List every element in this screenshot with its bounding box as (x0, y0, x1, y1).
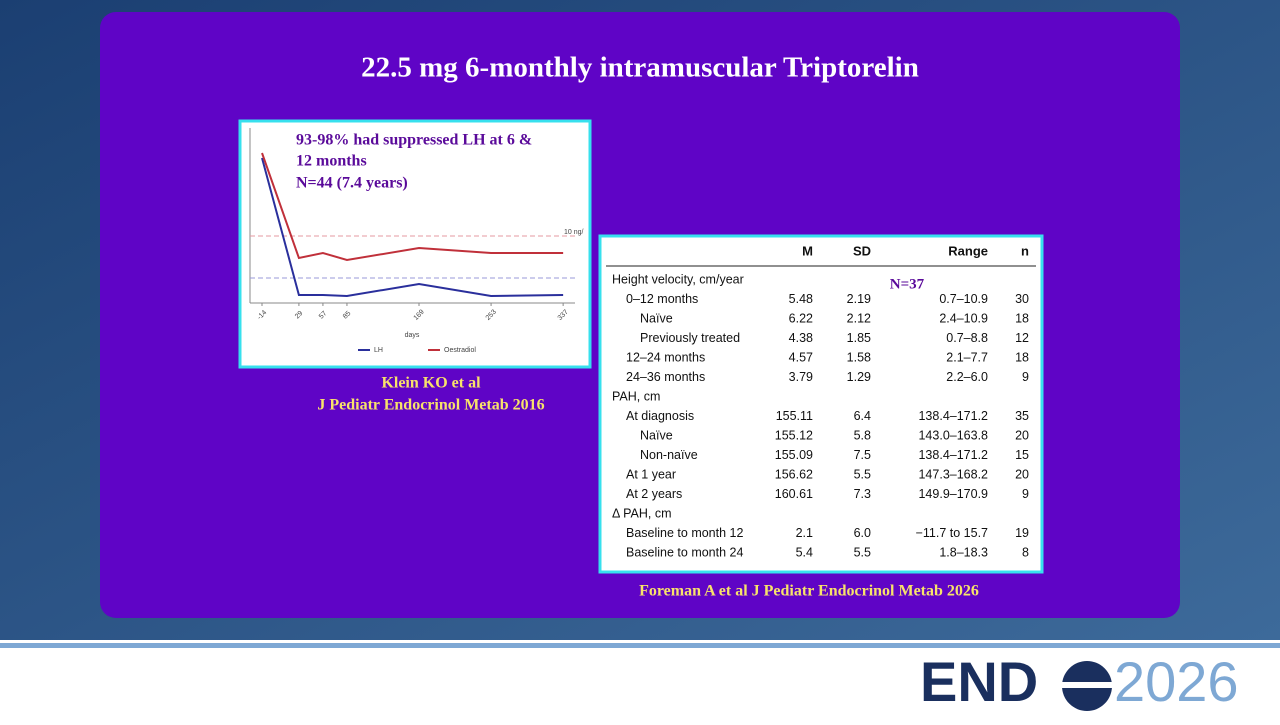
cell: 2.1 (796, 526, 813, 540)
cell: 1.85 (847, 331, 871, 345)
chart-caption: Klein KO et al (381, 375, 481, 392)
cell: 4.57 (789, 350, 813, 364)
chart-caption: J Pediatr Endocrinol Metab 2016 (317, 397, 544, 414)
x-tick-label: 57 (318, 310, 329, 321)
logo: END 2026 (920, 650, 1239, 713)
cell: 2.4–10.9 (939, 311, 988, 325)
cell: 2.12 (847, 311, 871, 325)
series-line (261, 152, 564, 262)
cell: 35 (1015, 409, 1029, 423)
cell: 0.7–10.9 (939, 292, 988, 306)
cell: 1.58 (847, 350, 871, 364)
row-label: Non-naïve (640, 448, 698, 462)
table-header: SD (853, 243, 871, 258)
row-label: At 2 years (626, 487, 682, 501)
x-tick-label: 29 (294, 310, 305, 321)
cell: 5.48 (789, 292, 813, 306)
annotation: 10 ng/ (564, 229, 584, 236)
cell: 138.4–171.2 (918, 448, 988, 462)
cell: 160.61 (775, 487, 813, 501)
row-label: Previously treated (640, 331, 740, 345)
row-label: Baseline to month 12 (626, 526, 743, 540)
cell: 149.9–170.9 (918, 487, 988, 501)
cell: 18 (1015, 350, 1029, 364)
chart-frame (238, 119, 592, 369)
cell: 147.3–168.2 (918, 467, 988, 481)
row-label: 0–12 months (626, 292, 698, 306)
table-caption: Foreman A et al J Pediatr Endocrinol Met… (639, 583, 979, 600)
row-label: 12–24 months (626, 350, 705, 364)
cell: 20 (1015, 428, 1029, 442)
table-header: M (802, 243, 813, 258)
footer-line (0, 643, 1280, 648)
x-axis-label: days (405, 332, 420, 339)
row-label: Δ PAH, cm (612, 506, 672, 520)
cell: 5.4 (796, 545, 813, 559)
chart-note: 93-98% had suppressed LH at 6 & (296, 132, 532, 149)
cell: 1.29 (847, 370, 871, 384)
row-label: At diagnosis (626, 409, 694, 423)
table-header: n (1021, 243, 1029, 258)
logo-text: END (920, 650, 1038, 713)
cell: 5.5 (854, 545, 871, 559)
cell: 9 (1022, 370, 1029, 384)
row-label: Baseline to month 24 (626, 545, 743, 559)
x-tick-label: 85 (342, 310, 353, 321)
legend-label: LH (374, 347, 383, 354)
cell: 155.11 (776, 409, 813, 423)
cell: 143.0–163.8 (918, 428, 988, 442)
cell: 1.8–18.3 (939, 545, 988, 559)
row-label: Naïve (640, 311, 673, 325)
legend-label: Oestradiol (444, 347, 476, 354)
cell: 2.19 (847, 292, 871, 306)
series-line (261, 157, 564, 298)
row-label: Naïve (640, 428, 673, 442)
cell: 155.12 (775, 428, 813, 442)
cell: 2.1–7.7 (946, 350, 988, 364)
cell: 18 (1015, 311, 1029, 325)
cell: 20 (1015, 467, 1029, 481)
cell: 19 (1015, 526, 1029, 540)
row-label: PAH, cm (612, 389, 660, 403)
cell: 8 (1022, 545, 1029, 559)
cell: 0.7–8.8 (946, 331, 988, 345)
cell: 6.4 (854, 409, 871, 423)
cell: 138.4–171.2 (918, 409, 988, 423)
cell: −11.7 to 15.7 (916, 526, 988, 540)
row-label: 24–36 months (626, 370, 705, 384)
slide-title: 22.5 mg 6-monthly intramuscular Triptore… (361, 52, 919, 84)
chart-note: N=44 (7.4 years) (296, 175, 408, 192)
cell: 30 (1015, 292, 1029, 306)
cell: 6.22 (789, 311, 813, 325)
logo-stripe (1062, 682, 1112, 688)
table-header: Range (948, 243, 988, 258)
row-label: Height velocity, cm/year (612, 272, 744, 286)
logo-text: 2026 (1114, 650, 1239, 713)
cell: 2.2–6.0 (946, 370, 988, 384)
table-note: N=37 (890, 276, 925, 292)
cell: 5.5 (854, 467, 871, 481)
cell: 156.62 (775, 467, 813, 481)
chart-note: 12 months (296, 153, 367, 170)
cell: 3.79 (789, 370, 813, 384)
cell: 5.8 (854, 428, 871, 442)
cell: 9 (1022, 487, 1029, 501)
table-frame (598, 234, 1044, 574)
cell: 155.09 (775, 448, 813, 462)
cell: 12 (1015, 331, 1029, 345)
cell: 7.3 (854, 487, 871, 501)
cell: 6.0 (854, 526, 871, 540)
cell: 7.5 (854, 448, 871, 462)
cell: 4.38 (789, 331, 813, 345)
row-label: At 1 year (626, 467, 676, 481)
cell: 15 (1015, 448, 1029, 462)
